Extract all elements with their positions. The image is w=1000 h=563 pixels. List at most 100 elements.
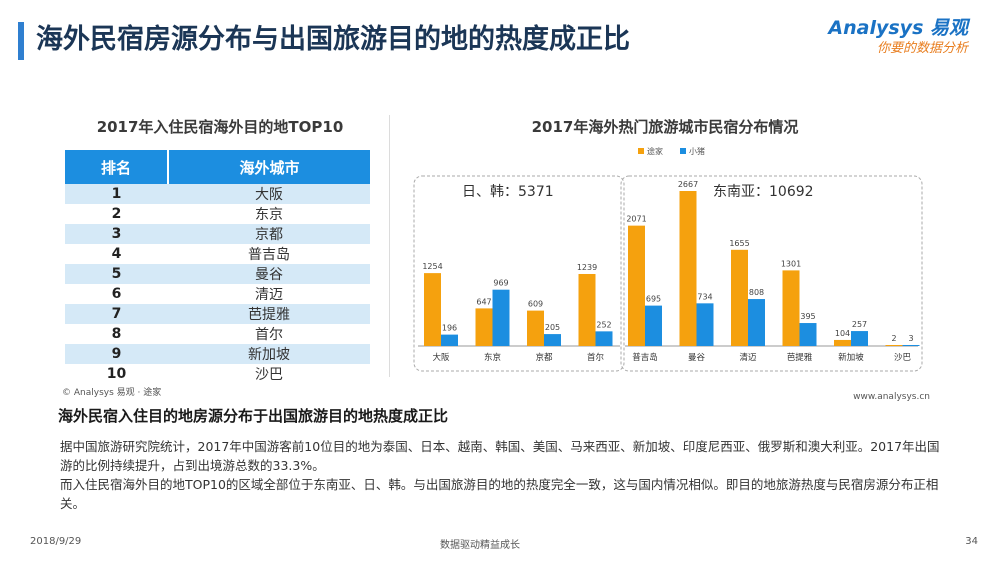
region-group-box [413,175,625,372]
bar-tujia [731,249,748,346]
bar-tujia [885,345,903,346]
table-row: 9 新加坡 [65,344,370,364]
region-total-label: 日、韩：5371 [462,184,554,200]
table-row: 5 曼谷 [65,264,370,284]
bar-xiaozhu [441,334,458,346]
title-accent-bar [18,22,24,60]
summary-paragraph: 而入住民宿海外目的地TOP10的区域全部位于东南亚、日、韩。与出国旅游目的地的热… [60,477,939,511]
table-row: 6 清迈 [65,284,370,304]
x-tick-label: 芭提雅 [787,352,813,363]
region-total-label: 东南亚：10692 [713,184,814,200]
logo-slogan: 你要的数据分析 [876,41,968,56]
data-label: 3 [908,334,913,343]
page-number: 34 [965,536,978,547]
page-title: 海外民宿房源分布与出国旅游目的地的热度成正比 [36,24,630,55]
analysys-logo: Analysys 易观 你要的数据分析 [828,16,968,58]
bar-xiaozhu [492,289,510,346]
bar-tujia [834,339,851,346]
bar-xiaozhu [902,345,920,346]
rank-cell: 2 [65,204,168,224]
bar-xiaozhu [544,334,561,346]
bar-tujia [527,310,544,346]
legend-swatch [638,148,644,154]
website-note: www.analysys.cn [853,392,930,402]
data-label: 969 [493,279,508,288]
summary-paragraph: 据中国旅游研究院统计，2017年中国游客前10位目的地为泰国、日本、越南、韩国、… [60,439,940,473]
data-label: 1655 [729,239,749,248]
bar-tujia [679,191,697,346]
bar-xiaozhu [696,303,714,346]
rank-cell: 8 [65,324,168,344]
bar-tujia [628,225,645,346]
summary-heading: 海外民宿入住目的地房源分布于出国旅游目的地热度成正比 [58,407,449,425]
table-row: 7 芭提雅 [65,304,370,324]
rank-cell: 6 [65,284,168,304]
bar-tujia [578,273,596,346]
x-tick-label: 清迈 [739,352,757,363]
footer-slogan: 数据驱动精益成长 [440,540,520,551]
region-group-box [620,175,923,372]
data-label: 808 [749,288,764,297]
chart-title: 2017年海外热门旅游城市民宿分布情况 [531,118,799,136]
x-tick-label: 沙巴 [894,353,912,363]
x-tick-label: 大阪 [432,352,450,363]
data-label: 257 [852,320,867,329]
bar-xiaozhu [799,323,817,346]
bar-xiaozhu [851,331,868,346]
logo-brand: Analysys 易观 [828,17,968,39]
x-tick-label: 新加坡 [838,352,864,363]
bar-tujia [475,308,493,346]
data-label: 1254 [422,262,442,271]
data-label: 1239 [577,263,597,272]
data-label: 252 [596,320,611,329]
table-row: 3 京都 [65,224,370,244]
table-row: 4 普吉岛 [65,244,370,264]
bar-xiaozhu [645,305,662,346]
column-header-city: 海外城市 [168,150,370,184]
data-label: 2 [891,334,896,343]
bar-xiaozhu [595,331,613,346]
legend-swatch [680,148,686,154]
city-cell: 京都 [168,224,370,244]
rank-cell: 3 [65,224,168,244]
x-tick-label: 首尔 [587,352,605,363]
x-tick-label: 京都 [535,352,553,363]
data-label: 196 [442,324,457,333]
data-label: 395 [800,312,815,321]
data-label: 205 [545,323,560,332]
footer-date: 2018/9/29 [30,536,82,547]
city-cell: 东京 [168,204,370,224]
x-tick-label: 东京 [484,352,501,363]
section-divider [389,115,390,377]
city-cell: 首尔 [168,324,370,344]
city-cell: 普吉岛 [168,244,370,264]
source-note: © Analysys 易观 · 途家 [62,388,162,398]
table-title: 2017年入住民宿海外目的地TOP10 [96,118,344,136]
bar-xiaozhu [748,299,765,346]
data-label: 609 [528,300,543,309]
summary-body: 据中国旅游研究院统计，2017年中国游客前10位目的地为泰国、日本、越南、韩国、… [60,437,950,513]
column-header-rank: 排名 [65,150,169,184]
data-label: 2071 [626,215,646,224]
city-cell: 曼谷 [168,264,370,284]
city-cell: 芭提雅 [168,304,370,324]
table-row: 1 大阪 [65,184,370,204]
rank-cell: 9 [65,344,168,364]
rank-cell: 1 [65,184,168,204]
data-label: 647 [476,297,491,306]
city-cell: 新加坡 [168,344,370,364]
city-cell: 沙巴 [168,364,370,384]
data-label: 734 [697,292,712,301]
top10-table: 排名 海外城市 1 大阪 2 东京 3 京都 4 普吉岛 5 曼谷 6 清迈 7 芭提雅 8 首尔 9 新加坡 10… [65,150,370,384]
rank-cell: 5 [65,264,168,284]
city-cell: 清迈 [168,284,370,304]
data-label: 1301 [781,259,801,268]
rank-cell: 4 [65,244,168,264]
rank-cell: 10 [65,364,168,384]
table-header-row: 排名 海外城市 [65,150,370,184]
data-label: 695 [646,295,661,304]
bar-tujia [782,270,800,346]
legend-label: 小猪 [689,146,705,156]
city-cell: 大阪 [168,184,370,204]
